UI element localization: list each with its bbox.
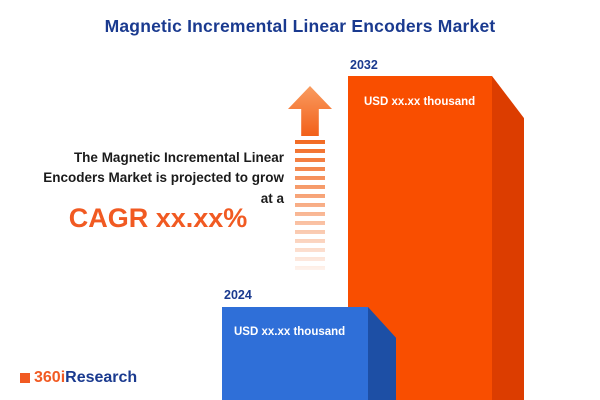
bar-2024-year-label: 2024 — [224, 288, 252, 302]
bar-2024-front-face — [222, 307, 368, 400]
bar-2024-value-label: USD xx.xx thousand — [234, 326, 346, 338]
cagr-value: CAGR xx.xx% — [68, 203, 248, 233]
page-title: Magnetic Incremental Linear Encoders Mar… — [104, 16, 496, 36]
market-projection-text: The Magnetic Incremental Linear Encoders… — [43, 150, 284, 206]
logo-text: 360iResearch — [34, 369, 137, 387]
logo-text-research: Research — [65, 369, 138, 386]
bar-2032-side-face — [492, 76, 524, 400]
brand-logo: 360iResearch — [20, 369, 137, 387]
arrow-head-icon — [288, 86, 332, 136]
arrow-dashed-tail-icon — [295, 140, 325, 272]
logo-text-360i: 360i — [34, 369, 66, 386]
bar-2032-value-label: USD xx.xx thousand — [364, 96, 476, 108]
logo-mark-icon — [20, 373, 30, 383]
bar-2032-year-label: 2032 — [350, 58, 378, 72]
